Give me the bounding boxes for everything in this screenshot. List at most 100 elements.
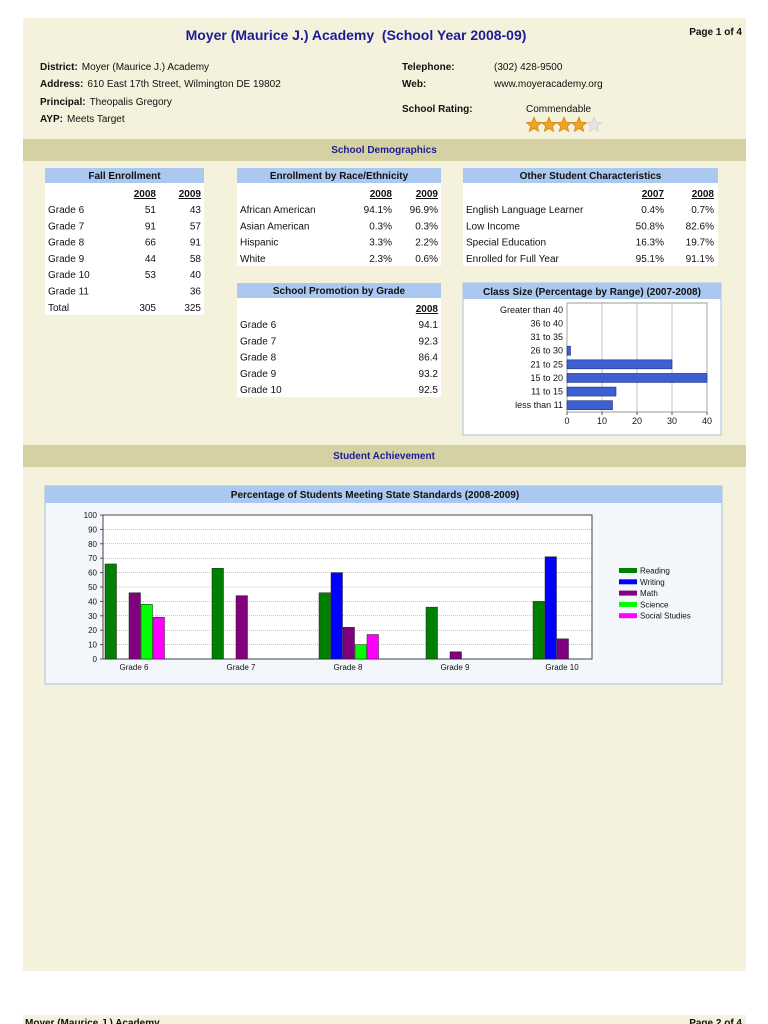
cell: 94.1 [419, 320, 439, 331]
cell: 0.3% [369, 221, 392, 232]
cell: 53 [145, 270, 157, 281]
cell: 40 [190, 270, 202, 281]
cell: 2.2% [415, 238, 438, 249]
section-title: School Demographics [331, 145, 437, 156]
column-header: 2008 [370, 189, 393, 200]
section-bar [23, 445, 746, 467]
bar [342, 627, 355, 660]
y-category-label: 11 to 15 [531, 387, 563, 397]
cell: 0.4% [641, 205, 664, 216]
y-category-label: 36 to 40 [530, 318, 563, 328]
row-label: White [240, 254, 266, 265]
column-header: 2008 [692, 189, 715, 200]
y-tick-label: 30 [88, 612, 97, 621]
x-category-label: Grade 8 [334, 663, 363, 672]
cell: 43 [190, 205, 202, 216]
page-number: Page 1 of 4 [689, 27, 742, 38]
bar [449, 651, 462, 660]
cell: 92.3 [419, 336, 439, 347]
cell: 92.5 [419, 385, 439, 396]
legend-label: Social Studies [640, 612, 691, 621]
field-label: District: [40, 62, 78, 73]
x-tick-label: 10 [597, 416, 607, 426]
bar [140, 604, 153, 660]
section-bar [23, 139, 746, 161]
table-body [237, 283, 441, 398]
row-label: Total [48, 303, 69, 314]
field-value: Commendable [526, 104, 591, 115]
next-page-number: Page 2 of 4 [689, 1018, 742, 1024]
cell: 0.7% [691, 205, 714, 216]
row-label: Grade 8 [240, 353, 277, 364]
bar [104, 563, 117, 660]
y-tick-label: 100 [84, 511, 98, 520]
y-tick-label: 50 [88, 583, 97, 592]
bar [566, 359, 673, 370]
column-header: 2009 [416, 189, 439, 200]
rating-star [570, 116, 588, 133]
y-tick-label: 0 [93, 655, 98, 664]
x-category-label: Grade 10 [545, 663, 579, 672]
cell: 91 [190, 238, 202, 249]
row-label: Grade 6 [48, 205, 85, 216]
cell: 96.9% [410, 205, 438, 216]
y-category-label: less than 11 [515, 400, 563, 410]
table-header [463, 168, 718, 183]
x-tick-label: 40 [702, 416, 712, 426]
y-category-label: 21 to 25 [530, 359, 563, 369]
row-label: Hispanic [240, 238, 278, 249]
legend-label: Writing [640, 578, 665, 587]
field-value: Meets Target [67, 114, 125, 125]
y-tick-label: 40 [88, 597, 97, 606]
row-label: Asian American [240, 221, 309, 232]
bar [211, 568, 224, 660]
bar [318, 592, 331, 660]
row-label: Grade 6 [240, 320, 277, 331]
field-label: School Rating: [402, 104, 473, 115]
row-label: African American [240, 205, 316, 216]
row-label: English Language Learner [466, 205, 584, 216]
table-body [237, 168, 441, 266]
row-label: Grade 7 [48, 221, 85, 232]
field-value: Moyer (Maurice J.) Academy [82, 62, 209, 73]
field-label: Web: [402, 79, 426, 90]
info-field: AYP: Meets Target [40, 114, 125, 125]
table-body [45, 168, 204, 315]
cell: 94.1% [364, 205, 392, 216]
cell: 57 [190, 221, 202, 232]
column-header: 2007 [642, 189, 665, 200]
row-label: Grade 10 [240, 385, 282, 396]
legend-swatch [619, 568, 637, 573]
section-title: Student Achievement [333, 451, 436, 462]
bar [566, 400, 613, 410]
y-tick-label: 90 [88, 525, 97, 534]
y-tick-label: 80 [88, 540, 97, 549]
row-label: Grade 8 [48, 238, 85, 249]
x-category-label: Grade 9 [441, 663, 470, 672]
x-tick-label: 0 [564, 416, 569, 426]
cell: 2.3% [369, 254, 392, 265]
bar [544, 556, 557, 660]
row-label: Enrolled for Full Year [466, 254, 560, 265]
page-title: Moyer (Maurice J.) Academy (School Year … [186, 27, 527, 43]
column-header: 2008 [416, 304, 439, 315]
info-field: Address: 610 East 17th Street, Wilmington… [40, 79, 281, 90]
legend-label: Reading [640, 567, 670, 576]
row-label: Grade 9 [240, 369, 277, 380]
cell: 325 [184, 303, 201, 314]
y-category-label: 15 to 20 [530, 373, 563, 383]
table-body [463, 168, 718, 266]
cell: 58 [190, 254, 202, 265]
cell: 82.6% [686, 221, 714, 232]
cell: 0.6% [415, 254, 438, 265]
y-category-label: Greater than 40 [500, 305, 563, 315]
rating-star [555, 116, 573, 133]
cell: 51 [145, 205, 157, 216]
y-tick-label: 20 [88, 626, 97, 635]
bar [235, 595, 248, 660]
cell: 66 [145, 238, 157, 249]
field-label: Address: [40, 79, 83, 90]
table-header [237, 168, 441, 183]
chart-header [45, 486, 722, 503]
